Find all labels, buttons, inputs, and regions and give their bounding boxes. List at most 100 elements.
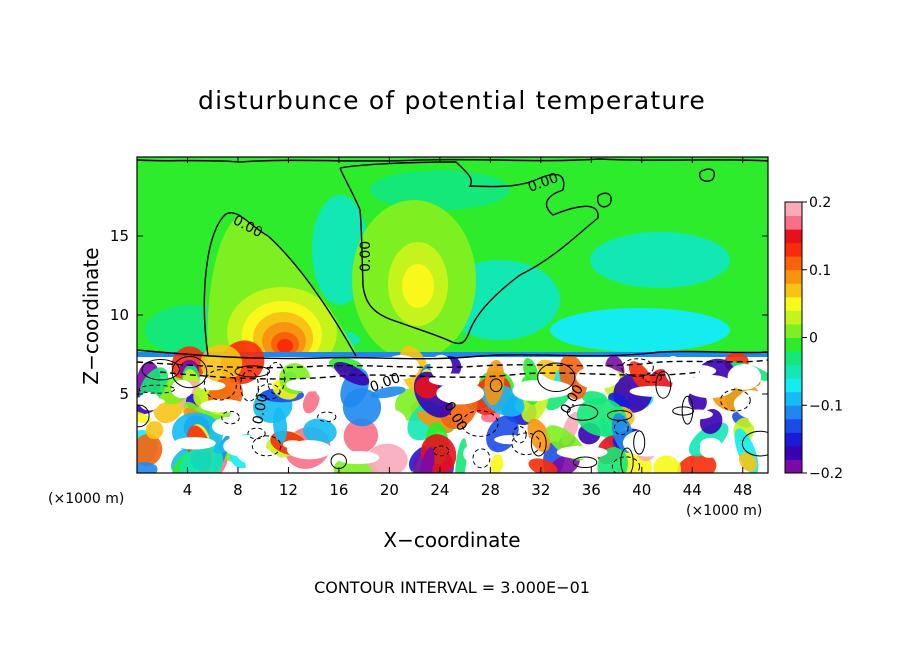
turbulence-cell [653,455,682,473]
turbulence-gap [286,440,332,460]
turbulence-contour [672,406,695,416]
turbulence-gap [576,365,620,390]
colorbar-segment [785,445,802,460]
contour-zero-center [339,161,599,345]
turbulence-contour [257,383,281,400]
colorbar-tick-label: 0.2 [809,195,831,211]
contour-zero-left [203,212,357,357]
turbulence-gap [747,401,765,427]
x-tick-label: 28 [481,481,500,499]
turbulence-contour [221,410,240,425]
colorbar-tick-label: −0.2 [809,466,843,482]
turbulence-gap [377,409,407,435]
contour-zero-small-2 [698,168,716,182]
x-tick-label: 24 [430,481,449,499]
colorbar-tick-label: 0.1 [809,263,831,279]
turbulence-cell [484,359,505,406]
turbulence-contour [530,430,547,457]
patch-cool-4 [550,308,730,352]
colorbar-segment [785,364,802,379]
colorbar-segment [785,215,802,230]
top-boundary-line [136,158,769,163]
colorbar-tick-label: −0.1 [809,398,843,414]
interface-band [137,352,768,358]
turbulence-contour [655,371,672,399]
turbulence-cell [738,452,757,472]
contour-zero-small-1 [596,192,612,208]
turbulence-contour [489,378,503,393]
turbulence-contour [681,395,694,425]
turbulence-cell [366,443,408,473]
turbulence-cell [370,386,406,399]
turbulence-gap [622,429,673,457]
turbulence-contour [642,372,662,383]
turbulence-gap [664,355,682,383]
colorbar-segment [785,418,802,433]
turbulence-gap [700,437,722,451]
turbulence-cell [342,388,382,427]
turbulence-contour [461,410,499,437]
y-tick-label: 5 [119,385,129,403]
colorbar-segment [785,242,802,257]
colorbar-segment [785,459,802,474]
turbulence-contour [633,430,646,455]
colorbar-tick-labels: 0.2 0.1 0 −0.1 −0.2 [809,195,843,482]
turbulence-cell [303,418,337,445]
turbulence-cell [343,418,379,454]
turbulence-contour [251,435,282,457]
turbulence-layer [137,340,768,473]
turbulence-contour [741,430,768,457]
x-tick-label: 32 [531,481,550,499]
y-ticks [137,235,768,395]
turbulence-contour [141,358,180,381]
turbulence-cell [137,462,158,473]
turbulence-cell [333,456,378,473]
x-tick-label: 12 [279,481,298,499]
turbulence-gap [436,382,485,405]
y-axis-label: Z−coordinate [79,247,103,385]
colorbar-tick-label: 0 [809,331,818,347]
x-tick-label: 48 [733,481,752,499]
contour-interface-3 [159,371,701,380]
turbulence-contour [171,355,208,389]
turbulence-gap [676,364,717,377]
x-tick-label: 40 [632,481,651,499]
turbulence-contour [611,456,641,473]
turbulence-gap [556,445,608,459]
turbulence-gap [173,437,216,450]
patch-cool-7 [370,170,510,210]
colorbar-segment [785,323,802,338]
turbulence-contour [138,384,176,394]
turbulence-gap [629,385,680,397]
turbulence-gap [200,399,246,413]
colorbar [784,201,807,474]
turbulence-contour [472,448,491,469]
turbulence-gap [138,392,160,411]
turbulence-contour [572,456,598,469]
turbulence-gap [727,363,762,390]
turbulence-cell [180,444,224,473]
contour-label: 0.00 [250,392,271,425]
turbulence-cell [137,433,163,467]
turbulence-contour [317,411,337,423]
turbulence-contour [621,358,654,378]
y-tick-label: 10 [110,306,129,324]
contour-lines [137,161,768,380]
top-boundary [136,158,769,163]
turbulence-gap [171,379,193,399]
colorbar-segment [785,337,802,352]
turbulence-contour [620,447,634,473]
y-tick-label: 15 [110,227,129,245]
turbulence-contour [720,389,751,412]
contour-interface-1 [137,349,768,360]
turbulence-contour [613,420,629,436]
contour-interface-2 [137,359,768,369]
turbulence-cell [200,344,243,383]
turbulence-contour [137,404,150,428]
field-layer [137,157,768,473]
turbulence-cell [333,361,370,386]
x-tick-label: 8 [233,481,243,499]
warm-blob-right-3 [402,264,434,308]
